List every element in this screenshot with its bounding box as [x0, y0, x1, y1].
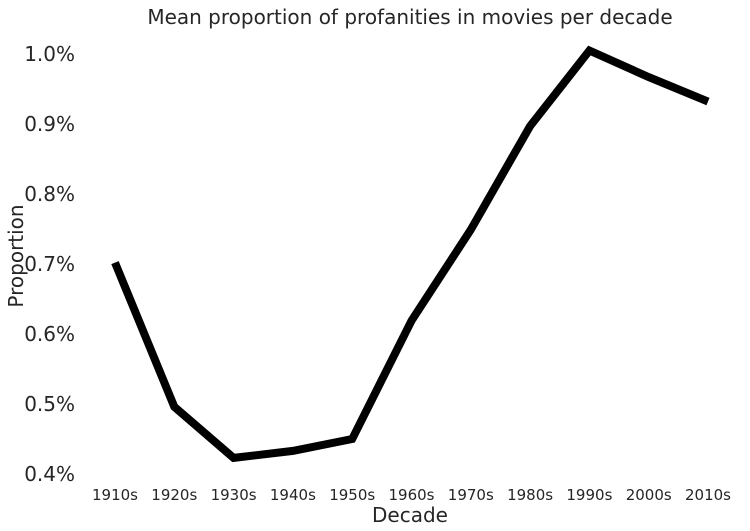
x-tick-label: 1970s — [448, 486, 494, 504]
y-tick-label: 0.9% — [24, 112, 75, 136]
y-tick-label: 1.0% — [24, 42, 75, 66]
y-tick-label: 0.5% — [24, 392, 75, 416]
x-axis-label: Decade — [372, 503, 448, 527]
x-tick-label: 2010s — [685, 486, 731, 504]
y-axis-label: Proportion — [4, 204, 28, 307]
x-tick-label: 1960s — [389, 486, 435, 504]
x-tick-label: 1990s — [566, 486, 612, 504]
x-tick-label: 1980s — [507, 486, 553, 504]
x-tick-label: 1910s — [92, 486, 138, 504]
x-tick-label: 1930s — [211, 486, 257, 504]
x-tick-label: 1920s — [151, 486, 197, 504]
x-tick-label: 2000s — [626, 486, 672, 504]
y-tick-label: 0.6% — [24, 322, 75, 346]
series-line — [111, 45, 710, 463]
x-axis-ticks: 1910s 1920s 1930s 1940s 1950s 1960s 1970s 1980s… — [92, 486, 731, 504]
x-tick-label: 1940s — [270, 486, 316, 504]
chart-title: Mean proportion of profanities in movies… — [147, 5, 672, 29]
y-axis-ticks: 0.4% 0.5% 0.6% 0.7% 0.8% 0.9% 1.0% — [24, 42, 75, 486]
x-tick-label: 1950s — [329, 486, 375, 504]
series-group — [111, 45, 710, 463]
y-tick-label: 0.7% — [24, 252, 75, 276]
y-tick-label: 0.4% — [24, 462, 75, 486]
y-tick-label: 0.8% — [24, 182, 75, 206]
